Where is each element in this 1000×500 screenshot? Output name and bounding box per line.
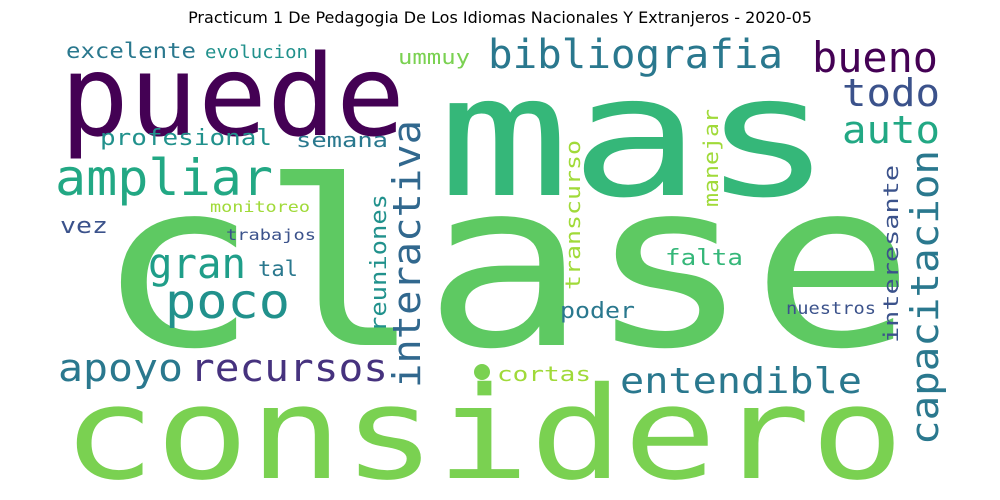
word-evolucion: evolucion — [205, 42, 308, 63]
word-mas: mas — [438, 39, 833, 235]
word-trabajos: trabajos — [226, 226, 316, 244]
word-considero: considero — [62, 360, 904, 500]
word-bueno: bueno — [812, 33, 938, 82]
word-bibliografia: bibliografia — [488, 32, 783, 78]
word-interesante: interesante — [879, 165, 903, 343]
word-falta: falta — [665, 246, 743, 271]
word-semana: semana — [296, 128, 388, 152]
word-profesional: profesional — [100, 126, 272, 151]
word-ampliar: ampliar — [55, 149, 273, 207]
word-interactiva: interactiva — [385, 120, 429, 388]
word-poco: poco — [165, 274, 290, 330]
word-clase: clase — [95, 133, 915, 400]
wordcloud-title: Practicum 1 De Pedagogia De Los Idiomas … — [188, 8, 812, 27]
word-gran: gran — [148, 239, 246, 288]
word-vez: vez — [60, 214, 108, 239]
word-excelente: excelente — [66, 39, 196, 63]
word-auto: auto — [842, 108, 940, 152]
word-tal: tal — [258, 257, 298, 281]
word-nuestros: nuestros — [786, 299, 876, 319]
word-transcurso: transcurso — [561, 140, 585, 290]
dot-mark — [474, 364, 490, 380]
word-recursos: recursos — [190, 346, 388, 390]
word-puede: puede — [60, 32, 405, 162]
word-ummuy: ummuy — [398, 45, 470, 69]
word-apoyo: apoyo — [58, 346, 183, 390]
word-manejar: manejar — [699, 109, 723, 207]
word-monitoreo: monitoreo — [210, 198, 310, 216]
word-todo: todo — [842, 71, 940, 115]
word-poder: poder — [560, 299, 635, 324]
word-capacitacion: capacitacion — [903, 150, 947, 445]
word-entendible: entendible — [620, 361, 862, 402]
word-reuniones: reuniones — [367, 194, 392, 332]
word-cortas: cortas — [497, 362, 591, 386]
